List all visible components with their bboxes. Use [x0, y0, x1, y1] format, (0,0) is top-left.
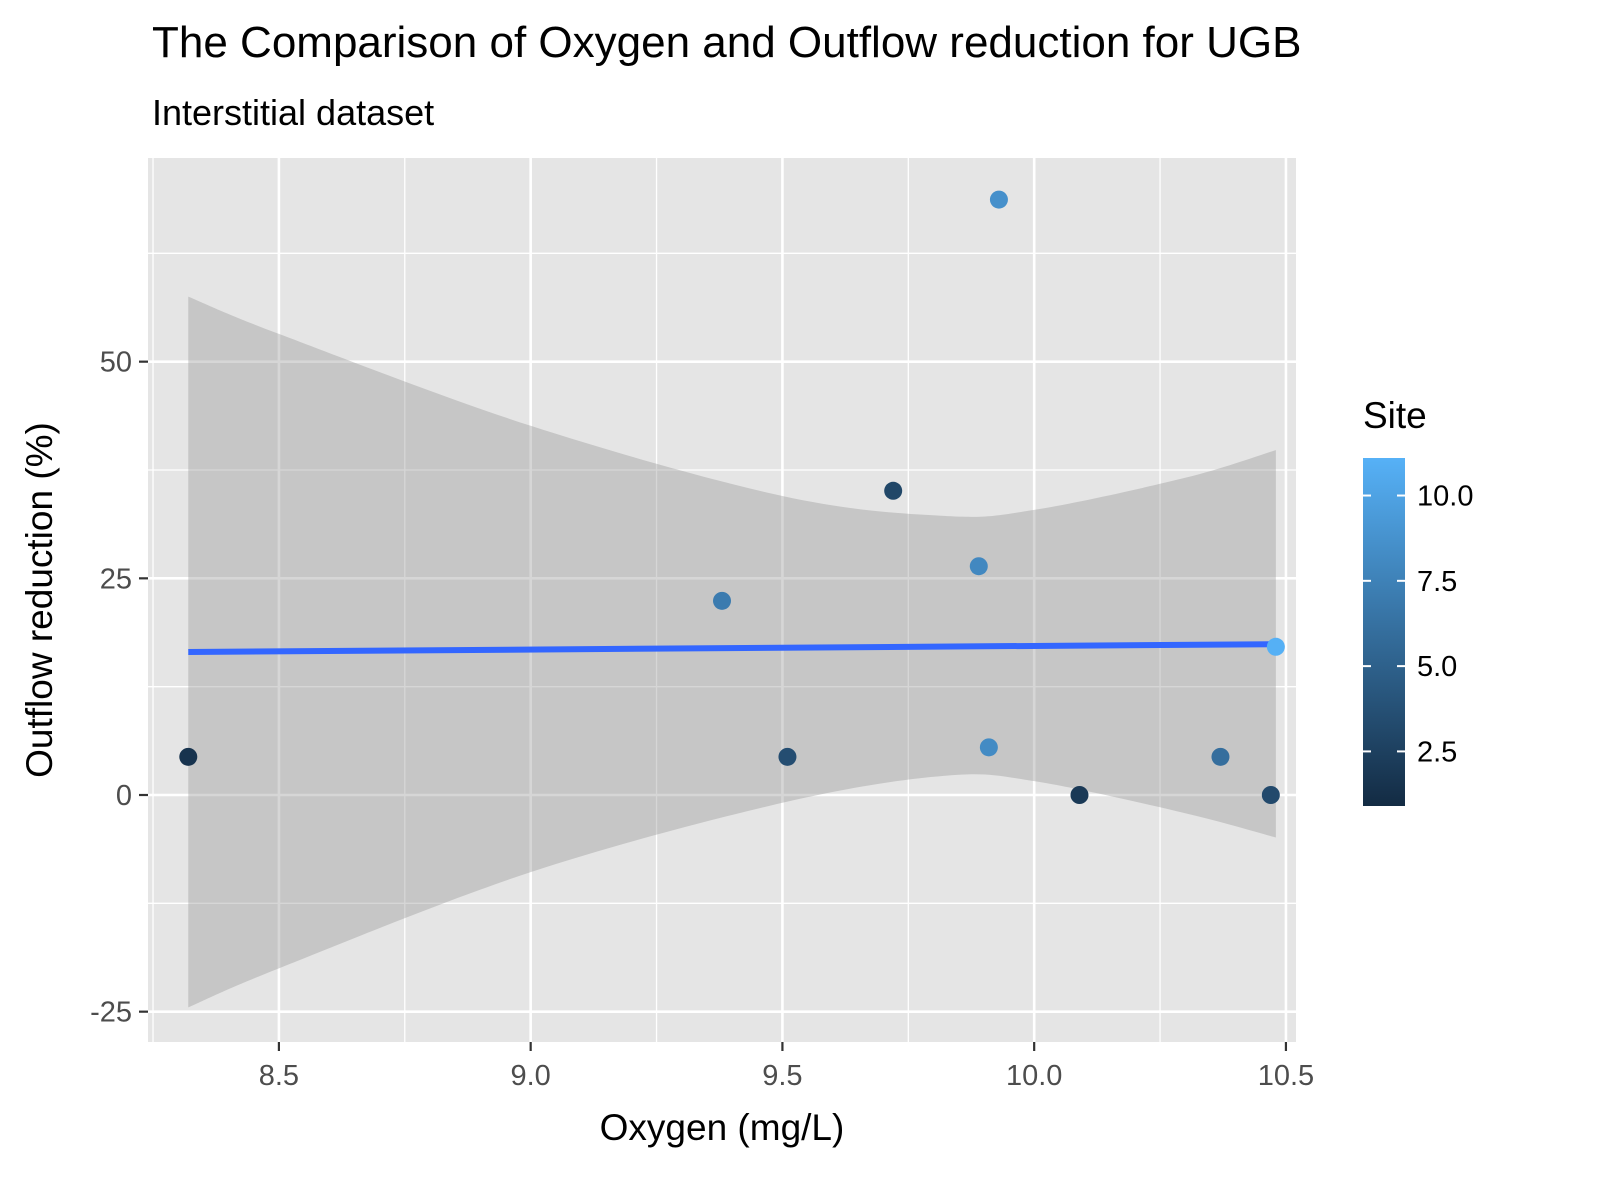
chart-subtitle: Interstitial dataset — [152, 92, 435, 133]
data-point — [989, 190, 1008, 209]
legend-tick-label: 5.0 — [1417, 651, 1457, 683]
legend-tick-label: 7.5 — [1417, 566, 1457, 598]
x-axis: 8.5 9.0 9.5 10.0 10.5 — [259, 1042, 1314, 1092]
x-tick-label: 8.5 — [259, 1060, 299, 1092]
data-point — [1266, 637, 1285, 656]
data-points — [179, 190, 1285, 804]
legend-title: Site — [1363, 395, 1427, 436]
y-tick-label: 0 — [116, 780, 132, 812]
y-axis-title: Outflow reduction (%) — [19, 422, 60, 778]
legend-tick-label: 2.5 — [1417, 736, 1457, 768]
data-point — [778, 747, 797, 766]
data-point — [1261, 786, 1280, 804]
x-tick-label: 10.5 — [1258, 1060, 1314, 1092]
x-tick-label: 9.0 — [511, 1060, 551, 1092]
y-tick-label: -25 — [90, 997, 132, 1029]
major-gridlines — [148, 158, 1296, 1042]
x-tick-label: 9.5 — [762, 1060, 802, 1092]
data-point — [969, 557, 988, 576]
data-point — [1211, 747, 1230, 766]
x-tick-label: 10.0 — [1006, 1060, 1062, 1092]
legend-ticks: 2.5 5.0 7.5 10.0 — [1363, 481, 1473, 768]
data-point — [979, 738, 998, 757]
confidence-band — [188, 296, 1276, 1008]
trend-line — [188, 641, 1276, 655]
y-tick-label: 25 — [100, 563, 132, 595]
legend-tick-label: 10.0 — [1417, 481, 1473, 513]
data-point — [179, 747, 198, 766]
data-point — [1070, 786, 1089, 804]
x-axis-title: Oxygen (mg/L) — [600, 1107, 845, 1148]
minor-gridlines — [148, 158, 1296, 1042]
y-tick-label: 50 — [100, 347, 132, 379]
legend-colorbar — [1363, 458, 1405, 806]
legend: Site 2.5 5.0 7.5 10.0 — [1363, 395, 1473, 806]
data-point — [713, 591, 731, 610]
chart-title: The Comparison of Oxygen and Outflow red… — [152, 18, 1302, 67]
data-point — [884, 481, 903, 500]
y-axis: -25 0 25 50 — [90, 347, 148, 1029]
